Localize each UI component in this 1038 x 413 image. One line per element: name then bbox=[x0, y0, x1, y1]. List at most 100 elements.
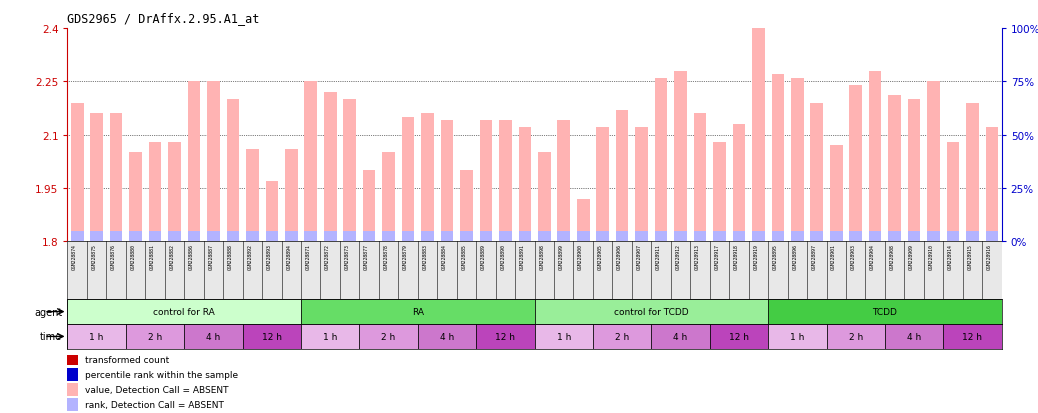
Text: GSM228890: GSM228890 bbox=[500, 243, 506, 269]
Text: TCDD: TCDD bbox=[873, 307, 897, 316]
Bar bbox=[188, 82, 200, 242]
Bar bbox=[148, 142, 161, 242]
Bar bbox=[168, 142, 181, 242]
Bar bbox=[285, 150, 298, 242]
Text: time: time bbox=[40, 332, 62, 342]
Bar bbox=[557, 231, 570, 242]
Text: GSM228878: GSM228878 bbox=[384, 243, 388, 269]
Bar bbox=[441, 121, 454, 242]
Text: GSM228913: GSM228913 bbox=[695, 243, 700, 269]
Text: RA: RA bbox=[412, 307, 424, 316]
Text: agent: agent bbox=[34, 307, 62, 317]
Bar bbox=[535, 299, 768, 324]
Bar bbox=[324, 231, 336, 242]
Text: GDS2965 / DrAffx.2.95.A1_at: GDS2965 / DrAffx.2.95.A1_at bbox=[67, 12, 260, 25]
Bar bbox=[243, 324, 301, 349]
Bar bbox=[246, 231, 258, 242]
Text: value, Detection Call = ABSENT: value, Detection Call = ABSENT bbox=[84, 385, 228, 394]
Bar bbox=[266, 231, 278, 242]
Text: GSM228881: GSM228881 bbox=[151, 243, 155, 269]
Bar bbox=[733, 125, 745, 242]
Text: control for TCDD: control for TCDD bbox=[614, 307, 688, 316]
Text: GSM228908: GSM228908 bbox=[890, 243, 895, 269]
Text: GSM228886: GSM228886 bbox=[189, 243, 194, 269]
Bar bbox=[908, 231, 921, 242]
Bar bbox=[597, 231, 609, 242]
Bar bbox=[71, 103, 83, 242]
Text: 12 h: 12 h bbox=[962, 332, 983, 341]
Bar bbox=[849, 231, 862, 242]
Bar bbox=[791, 78, 803, 242]
Text: GSM228872: GSM228872 bbox=[325, 243, 330, 269]
Bar bbox=[733, 231, 745, 242]
Bar bbox=[460, 171, 472, 242]
Text: 2 h: 2 h bbox=[849, 332, 863, 341]
Text: GSM228892: GSM228892 bbox=[247, 243, 252, 269]
Bar bbox=[597, 128, 609, 242]
Text: GSM228903: GSM228903 bbox=[851, 243, 855, 269]
Bar bbox=[944, 324, 1002, 349]
Text: 12 h: 12 h bbox=[729, 332, 749, 341]
Bar bbox=[675, 231, 687, 242]
Bar bbox=[184, 324, 243, 349]
Text: GSM228915: GSM228915 bbox=[967, 243, 973, 269]
Bar bbox=[557, 121, 570, 242]
Text: 2 h: 2 h bbox=[148, 332, 162, 341]
Text: 4 h: 4 h bbox=[207, 332, 220, 341]
Bar bbox=[71, 231, 83, 242]
Bar bbox=[652, 324, 710, 349]
Text: 1 h: 1 h bbox=[790, 332, 804, 341]
Text: rank, Detection Call = ABSENT: rank, Detection Call = ABSENT bbox=[84, 400, 223, 409]
Bar bbox=[246, 150, 258, 242]
Text: 4 h: 4 h bbox=[674, 332, 687, 341]
Bar bbox=[480, 121, 492, 242]
Bar bbox=[713, 231, 726, 242]
Bar bbox=[382, 231, 394, 242]
Bar bbox=[986, 128, 999, 242]
Bar bbox=[693, 231, 706, 242]
Text: GSM228916: GSM228916 bbox=[987, 243, 992, 269]
Text: GSM228906: GSM228906 bbox=[618, 243, 622, 269]
Text: GSM228877: GSM228877 bbox=[364, 243, 370, 269]
Bar bbox=[304, 231, 317, 242]
Text: GSM228884: GSM228884 bbox=[442, 243, 447, 269]
Bar bbox=[927, 231, 939, 242]
Bar bbox=[616, 231, 628, 242]
Bar bbox=[90, 231, 103, 242]
Text: 4 h: 4 h bbox=[440, 332, 454, 341]
Bar bbox=[616, 110, 628, 242]
Bar bbox=[266, 181, 278, 242]
Bar bbox=[753, 231, 765, 242]
Text: GSM228917: GSM228917 bbox=[714, 243, 719, 269]
Bar bbox=[382, 153, 394, 242]
Text: GSM228911: GSM228911 bbox=[656, 243, 661, 269]
Text: GSM228882: GSM228882 bbox=[169, 243, 174, 269]
Bar bbox=[208, 82, 220, 242]
Text: 2 h: 2 h bbox=[382, 332, 395, 341]
Text: GSM228898: GSM228898 bbox=[540, 243, 544, 269]
Bar bbox=[110, 231, 122, 242]
Text: GSM228876: GSM228876 bbox=[111, 243, 116, 269]
Text: GSM228885: GSM228885 bbox=[462, 243, 466, 269]
Text: GSM228910: GSM228910 bbox=[929, 243, 933, 269]
Bar bbox=[519, 231, 531, 242]
Text: GSM228904: GSM228904 bbox=[870, 243, 875, 269]
Bar bbox=[301, 324, 359, 349]
Bar bbox=[480, 231, 492, 242]
Text: GSM228880: GSM228880 bbox=[131, 243, 136, 269]
Bar bbox=[421, 114, 434, 242]
Bar bbox=[830, 146, 843, 242]
Bar bbox=[130, 153, 142, 242]
Bar bbox=[577, 199, 590, 242]
Text: GSM228897: GSM228897 bbox=[812, 243, 817, 269]
Bar bbox=[344, 100, 356, 242]
Bar bbox=[966, 231, 979, 242]
Bar bbox=[593, 324, 651, 349]
Text: GSM228875: GSM228875 bbox=[91, 243, 97, 269]
Bar bbox=[884, 324, 944, 349]
Bar bbox=[67, 299, 301, 324]
Text: 1 h: 1 h bbox=[323, 332, 337, 341]
Bar bbox=[889, 231, 901, 242]
Text: GSM228889: GSM228889 bbox=[481, 243, 486, 269]
Bar bbox=[927, 82, 939, 242]
